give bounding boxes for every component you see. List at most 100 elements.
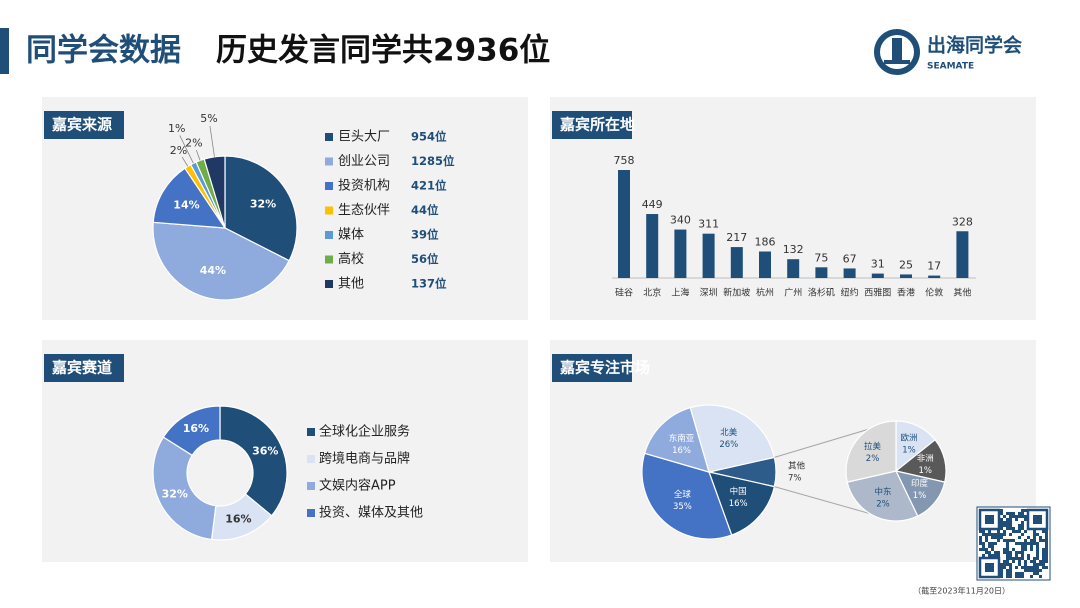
slice-label: 1% <box>902 445 916 455</box>
qr-cell <box>1045 551 1048 554</box>
slice-name: 欧洲 <box>901 432 918 443</box>
bar-value: 311 <box>698 218 719 231</box>
qr-cell <box>985 551 988 554</box>
legend-value: 421位 <box>411 179 447 193</box>
x-tick-label: 硅谷 <box>615 287 633 299</box>
qr-cell <box>1009 569 1012 572</box>
legend-value: 137位 <box>411 277 447 291</box>
panel-title: 嘉宾来源 <box>51 116 112 134</box>
qr-cell <box>1045 560 1048 563</box>
qr-cell <box>1021 566 1024 569</box>
qr-code <box>976 506 1051 581</box>
qr-cell <box>1000 512 1003 515</box>
legend-swatch <box>307 482 315 490</box>
qr-cell <box>1024 509 1027 512</box>
qr-cell <box>1024 542 1027 545</box>
legend-label: 投资机构 <box>338 178 390 194</box>
qr-cell <box>1024 563 1027 566</box>
panel-title-bg <box>44 111 124 139</box>
qr-cell <box>1018 542 1021 545</box>
qr-cell <box>1006 548 1009 551</box>
qr-cell <box>1006 575 1009 578</box>
qr-cell <box>1012 512 1015 515</box>
qr-cell <box>1018 512 1021 515</box>
title: 历史发言同学共2936位 <box>216 33 550 69</box>
qr-cell <box>1009 524 1012 527</box>
leader-line <box>179 135 194 164</box>
bar <box>871 273 884 278</box>
qr-cell <box>1009 527 1012 530</box>
donut-slice <box>219 405 288 517</box>
qr-cell <box>988 533 991 536</box>
qr-cell <box>1003 524 1006 527</box>
qr-cell <box>1033 542 1036 545</box>
qr-cell <box>997 533 1000 536</box>
qr-cell <box>1021 554 1024 557</box>
qr-cell <box>1033 569 1036 572</box>
panel-title: 嘉宾赛道 <box>51 359 112 377</box>
qr-cell <box>997 554 1000 557</box>
slice-label: 26% <box>719 440 738 450</box>
qr-cell <box>1033 566 1036 569</box>
qr-cell <box>1021 551 1024 554</box>
qr-cell <box>979 539 982 542</box>
panel-title: 嘉宾专注市场 <box>559 359 650 377</box>
qr-cell <box>1021 575 1024 578</box>
slice-label: 1% <box>168 122 185 135</box>
qr-cell <box>1024 548 1027 551</box>
footnote: （截至2023年11月20日） <box>913 586 1010 596</box>
slice-label: 16% <box>225 512 251 525</box>
qr-cell <box>1009 521 1012 524</box>
x-tick-label: 上海 <box>671 287 689 299</box>
qr-cell <box>1045 530 1048 533</box>
qr-cell <box>1012 539 1015 542</box>
qr-cell <box>1042 557 1045 560</box>
qr-cell <box>1039 563 1042 566</box>
qr-cell <box>1009 575 1012 578</box>
legend-label: 文娱内容APP <box>319 478 396 494</box>
qr-cell <box>1009 563 1012 566</box>
qr-finder-dot <box>985 515 994 524</box>
qr-cell <box>1039 536 1042 539</box>
x-tick-label: 北京 <box>643 287 661 299</box>
slice-label: 2% <box>876 500 890 510</box>
bar-value: 217 <box>726 231 747 244</box>
slice-label: 32% <box>162 487 188 500</box>
qr-cell <box>1006 545 1009 548</box>
qr-cell <box>1006 524 1009 527</box>
qr-cell <box>1033 560 1036 563</box>
qr-finder-dot <box>1033 515 1042 524</box>
legend-swatch <box>325 133 333 141</box>
pie-slice <box>641 452 733 540</box>
qr-cell <box>1027 536 1030 539</box>
slice-label: 7% <box>788 474 802 484</box>
qr-cell <box>1009 539 1012 542</box>
panel-title-bg <box>552 354 632 382</box>
qr-cell <box>1000 563 1003 566</box>
qr-cell <box>1033 557 1036 560</box>
legend-label: 投资、媒体及其他 <box>319 505 423 521</box>
legend-label: 媒体 <box>338 228 364 243</box>
qr-cell <box>1024 545 1027 548</box>
qr-cell <box>994 551 997 554</box>
legend-value: 39位 <box>411 228 439 242</box>
qr-cell <box>1015 572 1018 575</box>
qr-cell <box>994 536 997 539</box>
qr-cell <box>1027 569 1030 572</box>
slice-name: 其他 <box>788 461 806 472</box>
qr-cell <box>1042 560 1045 563</box>
legend-label: 生态伙伴 <box>338 203 390 218</box>
legend-label: 其他 <box>338 277 364 292</box>
qr-cell <box>1009 554 1012 557</box>
qr-cell <box>1015 542 1018 545</box>
x-tick-label: 其他 <box>953 287 971 299</box>
bar-value: 340 <box>670 214 691 227</box>
qr-cell <box>1012 515 1015 518</box>
qr-cell <box>1003 551 1006 554</box>
legend-value: 1285位 <box>411 154 455 168</box>
slice-label: 1% <box>918 466 932 476</box>
bar <box>815 267 828 278</box>
slice-label: 14% <box>173 198 199 211</box>
qr-cell <box>991 545 994 548</box>
qr-cell <box>1009 515 1012 518</box>
